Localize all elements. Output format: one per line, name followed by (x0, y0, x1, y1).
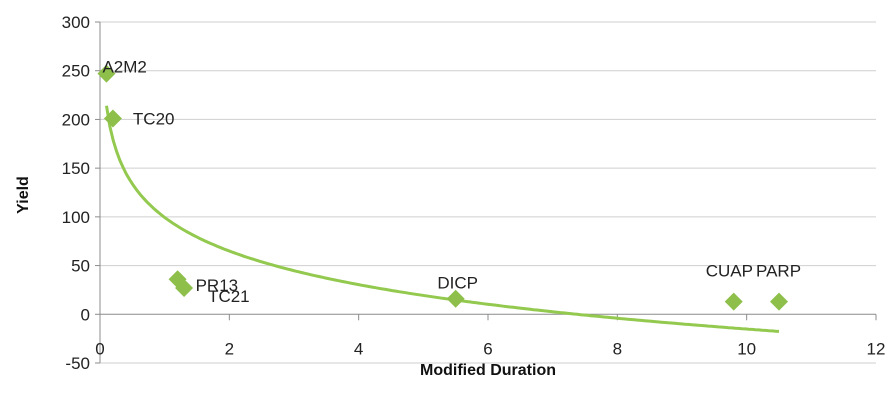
gridlines (100, 21, 876, 364)
x-tick-label: 8 (613, 339, 622, 358)
y-axis-title: Yield (15, 176, 32, 214)
point-label-dicp: DICP (437, 274, 478, 293)
y-tick-label: 100 (62, 208, 90, 227)
y-tick-label: 200 (62, 110, 90, 129)
x-tick-label: 2 (225, 339, 234, 358)
point-label-tc20: TC20 (133, 109, 175, 128)
point-label-pr13: PR13 (196, 276, 239, 295)
point-label-parp: PARP (756, 262, 801, 281)
data-point-tc20 (103, 109, 122, 128)
point-label-cuap: CUAP (706, 262, 753, 281)
y-tick-label: -50 (65, 354, 90, 373)
axes: -50 0 50 100 150 200 250 300 0 2 4 6 8 10 12 (62, 13, 886, 373)
data-point-parp (770, 292, 788, 311)
x-tick-label: 4 (354, 339, 363, 358)
y-tick-label: 250 (62, 62, 90, 81)
x-tick-label: 0 (95, 339, 104, 358)
y-tick-label: 150 (62, 159, 90, 178)
y-tick-label: 50 (71, 257, 90, 276)
data-point-dicp (446, 289, 465, 308)
data-point-tc21 (175, 278, 194, 297)
x-tick-label: 12 (867, 339, 886, 358)
trendline (105, 105, 780, 333)
x-tick-label: 10 (737, 339, 756, 358)
y-tick-label: 300 (62, 13, 90, 32)
data-point-cuap (724, 292, 743, 311)
point-label-tc21: TC21 (208, 287, 250, 306)
x-tick-label: 6 (483, 339, 492, 358)
data-points (97, 64, 788, 311)
point-label-a2m2: A2M2 (102, 58, 146, 77)
y-tick-label: 0 (81, 305, 90, 324)
x-axis-title: Modified Duration (420, 362, 556, 379)
data-point-a2m2 (97, 64, 116, 83)
